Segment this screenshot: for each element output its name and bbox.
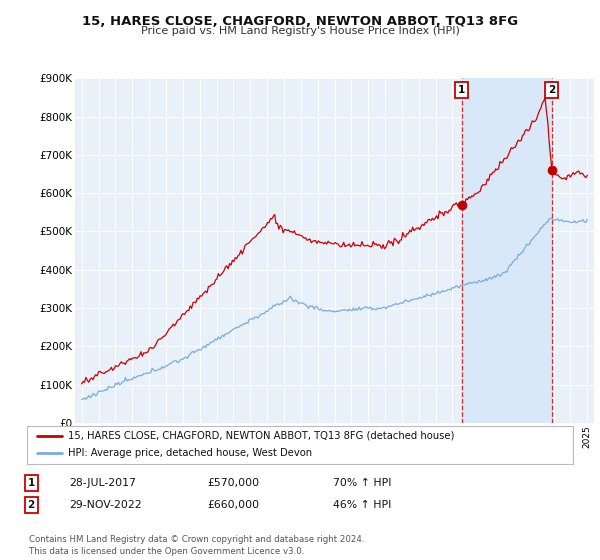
Text: 2: 2: [548, 85, 556, 95]
Text: 28-JUL-2017: 28-JUL-2017: [69, 478, 136, 488]
Text: 29-NOV-2022: 29-NOV-2022: [69, 500, 142, 510]
Text: HPI: Average price, detached house, West Devon: HPI: Average price, detached house, West…: [68, 449, 312, 459]
Text: 15, HARES CLOSE, CHAGFORD, NEWTON ABBOT, TQ13 8FG (detached house): 15, HARES CLOSE, CHAGFORD, NEWTON ABBOT,…: [68, 431, 454, 441]
Text: Price paid vs. HM Land Registry's House Price Index (HPI): Price paid vs. HM Land Registry's House …: [140, 26, 460, 36]
Text: £570,000: £570,000: [207, 478, 259, 488]
Text: 1: 1: [28, 478, 35, 488]
Text: £660,000: £660,000: [207, 500, 259, 510]
Text: 2: 2: [28, 500, 35, 510]
Text: 15, HARES CLOSE, CHAGFORD, NEWTON ABBOT, TQ13 8FG: 15, HARES CLOSE, CHAGFORD, NEWTON ABBOT,…: [82, 15, 518, 27]
Text: Contains HM Land Registry data © Crown copyright and database right 2024.
This d: Contains HM Land Registry data © Crown c…: [29, 535, 364, 556]
Text: 1: 1: [458, 85, 465, 95]
Text: 70% ↑ HPI: 70% ↑ HPI: [333, 478, 392, 488]
Bar: [461, 78, 552, 423]
Text: 46% ↑ HPI: 46% ↑ HPI: [333, 500, 391, 510]
